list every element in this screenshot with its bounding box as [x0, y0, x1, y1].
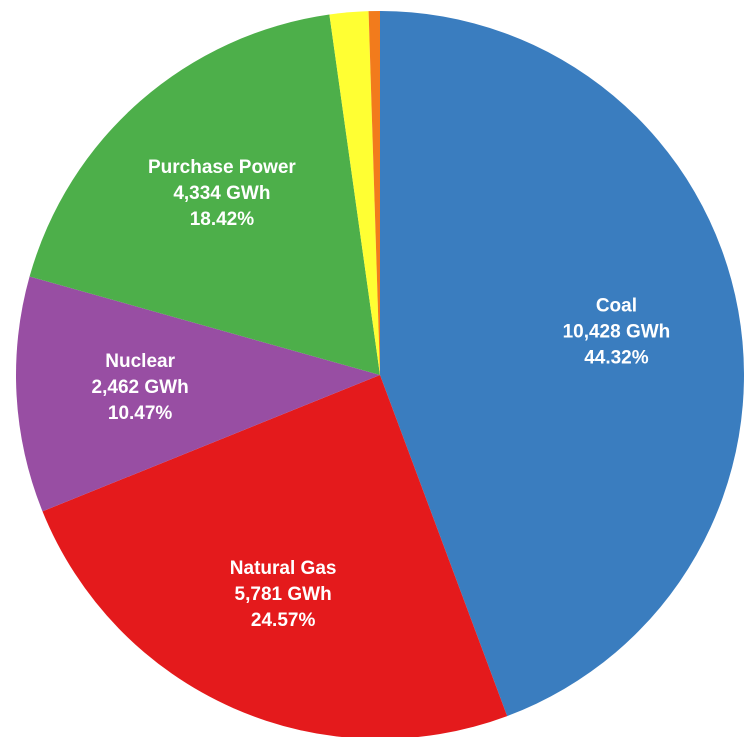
slice-label: Nuclear	[105, 351, 175, 372]
pie-slice	[15, 276, 380, 512]
pie-slice	[329, 11, 380, 375]
slice-energy-label: 4,334 GWh	[173, 183, 270, 204]
slice-label: Purchase Power	[148, 157, 296, 178]
pie-slice	[42, 375, 508, 737]
slice-energy-label: 10,428 GWh	[563, 321, 671, 342]
pie-slice	[368, 11, 380, 375]
slice-label: Coal	[596, 295, 637, 316]
slice-percent-label: 10.47%	[108, 403, 173, 424]
slice-percent-label: 18.42%	[190, 209, 255, 230]
slice-percent-label: 44.32%	[584, 347, 649, 368]
slice-label: Natural Gas	[230, 558, 337, 579]
pie-slice	[380, 11, 745, 717]
slice-energy-label: 2,462 GWh	[92, 377, 189, 398]
slice-energy-label: 5,781 GWh	[235, 584, 332, 605]
slice-percent-label: 24.57%	[251, 610, 316, 631]
pie-slice	[29, 14, 380, 376]
